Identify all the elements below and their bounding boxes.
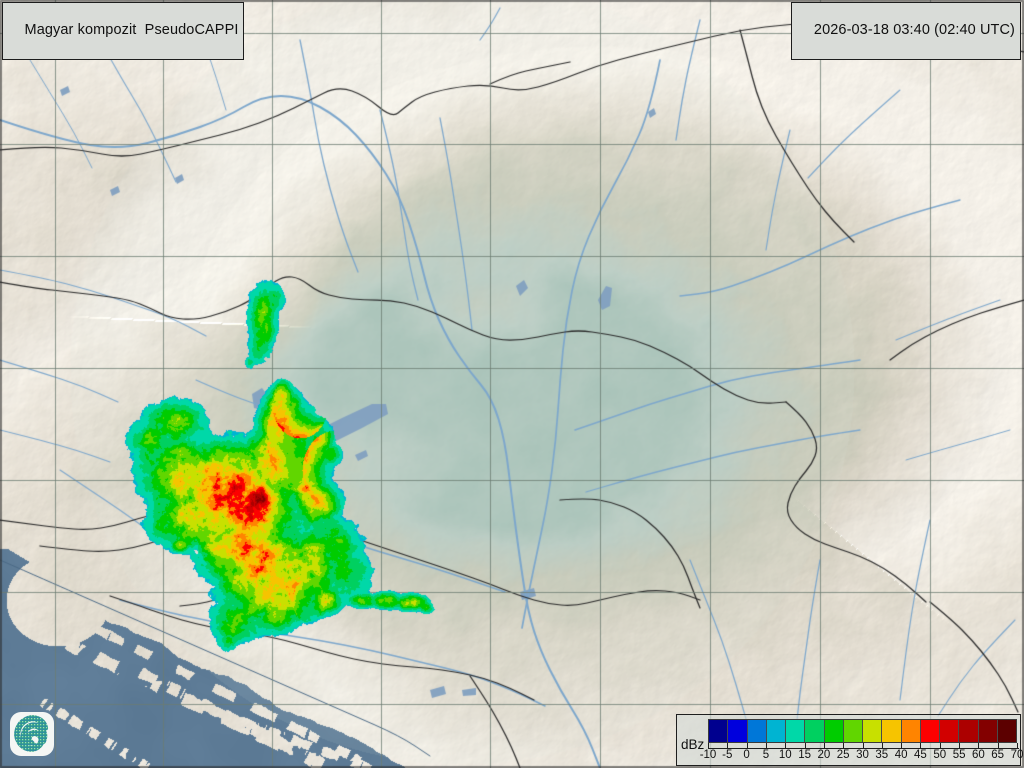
legend-tick: [708, 743, 709, 748]
legend-tick: [1017, 743, 1018, 748]
legend-swatch-11: [919, 720, 939, 742]
legend-tick-label: 45: [913, 749, 927, 761]
legend-swatch-8: [862, 720, 882, 742]
legend-tick: [843, 743, 845, 748]
legend-swatch-3: [765, 720, 785, 742]
legend-tick-label: 55: [952, 749, 966, 761]
legend-tick-label: -10: [699, 749, 717, 761]
legend-tick: [920, 743, 922, 748]
timestamp-label: 2026-03-18 03:40 (02:40 UTC): [813, 22, 1015, 38]
legend-tick-label: 65: [991, 749, 1005, 761]
legend-tick-label: -5: [722, 749, 733, 761]
legend-tick-label: 15: [798, 749, 811, 761]
legend-tick-label: 50: [933, 749, 947, 761]
legend-tick-labels: -10 -5 0 5 10 15 20 25 30 35 40 45 50 55 60 65 70: [700, 749, 1024, 765]
spiral-icon: [14, 715, 49, 752]
legend-tick: [804, 743, 806, 748]
legend-tick: [959, 743, 961, 748]
legend-tick: [881, 743, 883, 748]
legend-tick-label: 20: [817, 749, 831, 761]
legend-tick: [765, 743, 767, 748]
legend-swatch-5: [804, 720, 824, 742]
legend-tick-label: 60: [971, 749, 985, 761]
legend-tick: [939, 743, 941, 748]
legend-swatch-1: [727, 720, 747, 742]
legend-tick-label: 30: [856, 749, 869, 761]
legend-swatch-10: [900, 720, 920, 742]
legend-swatch-12: [939, 720, 959, 742]
legend-tick: [901, 743, 903, 748]
legend-tick: [823, 743, 825, 748]
legend-color-bar: [708, 719, 1017, 743]
legend-swatch-7: [842, 720, 862, 742]
dbz-color-legend: dBz -10 -5 0 5 10 15 20 25 30 35 40 45 50 55 60 65 70: [676, 714, 1024, 766]
page-title: Magyar kompozit PseudoCAPPI: [24, 22, 239, 38]
legend-swatch-13: [958, 720, 978, 742]
legend-tick-label: 70: [1010, 749, 1024, 761]
legend-swatch-0: [709, 720, 728, 742]
legend-tick: [746, 743, 748, 748]
timestamp-box: 2026-03-18 03:40 (02:40 UTC): [791, 2, 1021, 60]
legend-tick-label: 25: [836, 749, 850, 761]
legend-axis-line: [708, 748, 1019, 764]
legend-tick: [862, 743, 864, 748]
legend-tick-label: 35: [875, 749, 889, 761]
legend-tick-marks: [708, 743, 1019, 749]
legend-swatch-14: [977, 720, 997, 742]
legend-tick: [997, 743, 999, 748]
legend-tick-label: 5: [762, 749, 770, 761]
legend-swatch-4: [785, 720, 805, 742]
legend-tick: [785, 743, 787, 748]
legend-swatch-6: [823, 720, 843, 742]
legend-swatch-9: [881, 720, 901, 742]
legend-tick-label: 0: [743, 749, 750, 761]
legend-swatch-15: [996, 720, 1016, 742]
legend-unit-label: dBz: [681, 737, 705, 752]
omsz-spiral-logo[interactable]: [10, 712, 54, 756]
legend-tick: [727, 743, 729, 748]
product-title-box: Magyar kompozit PseudoCAPPI: [2, 2, 245, 60]
legend-tick-label: 10: [778, 749, 792, 761]
legend-tick: [978, 743, 980, 748]
legend-tick-label: 40: [894, 749, 908, 761]
legend-swatch-2: [746, 720, 766, 742]
